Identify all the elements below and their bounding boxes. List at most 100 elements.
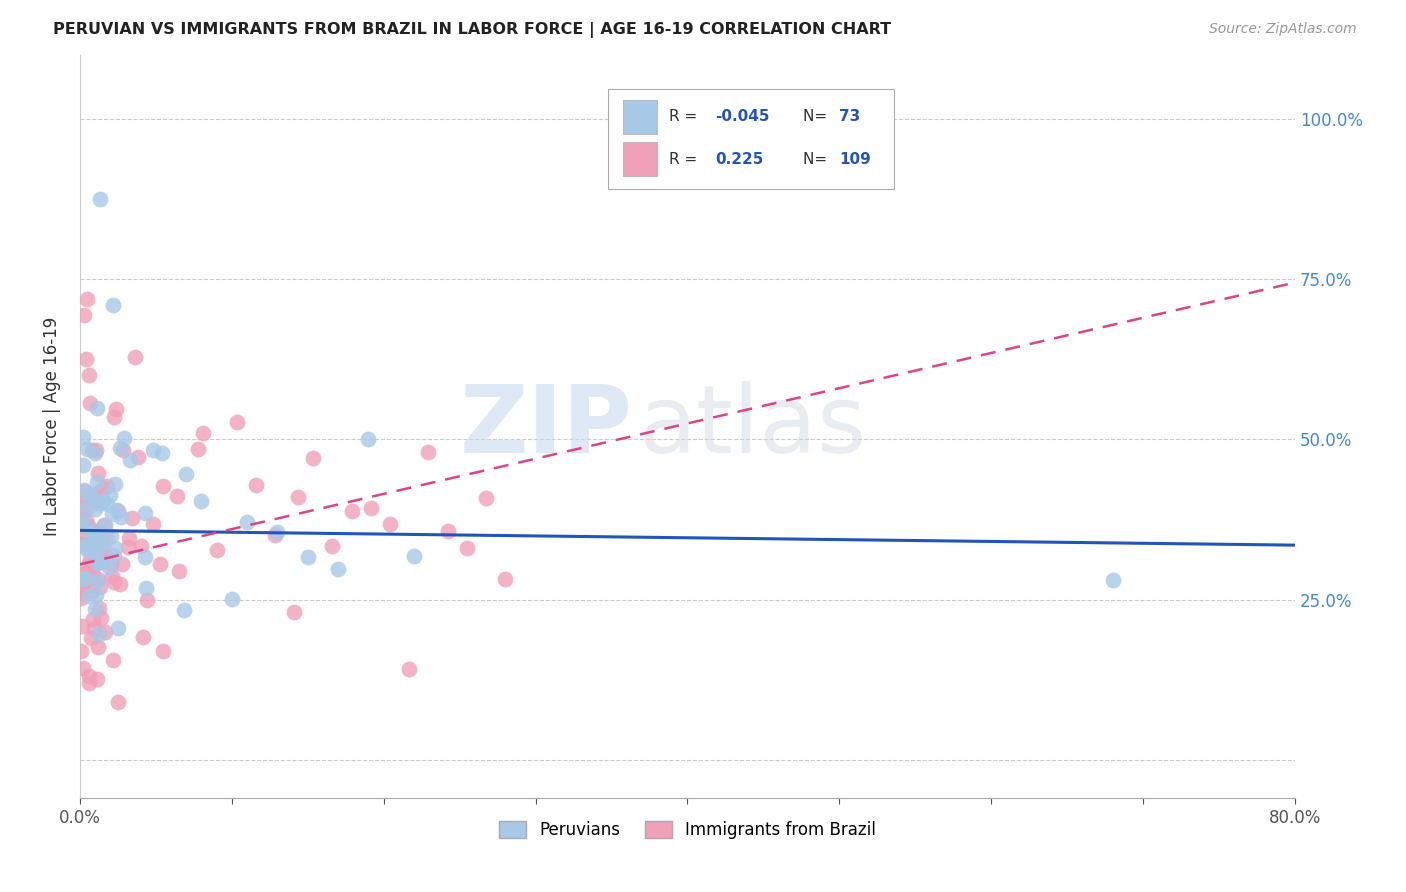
Point	[418, 444, 440, 458]
Point	[80, 527, 103, 541]
Point	[76, 565, 98, 579]
Point	[82, 526, 104, 541]
Point	[86, 475, 108, 489]
Point	[70, 500, 93, 514]
Point	[118, 531, 141, 545]
Point	[77, 543, 100, 558]
Point	[103, 653, 125, 667]
Point	[89, 555, 111, 569]
Text: PERUVIAN VS IMMIGRANTS FROM BRAZIL IN LABOR FORCE | AGE 16-19 CORRELATION CHART: PERUVIAN VS IMMIGRANTS FROM BRAZIL IN LA…	[53, 22, 891, 38]
Point	[105, 401, 128, 416]
Point	[82, 612, 104, 626]
Point	[77, 368, 100, 383]
Point	[86, 556, 108, 570]
Point	[124, 350, 146, 364]
Point	[94, 549, 117, 564]
Point	[79, 396, 101, 410]
Point	[1101, 574, 1123, 588]
Point	[80, 442, 103, 457]
Point	[129, 539, 152, 553]
Point	[70, 537, 93, 551]
Point	[132, 630, 155, 644]
Point	[287, 490, 309, 504]
FancyBboxPatch shape	[623, 143, 657, 176]
Point	[70, 583, 93, 598]
Point	[187, 442, 209, 457]
Point	[84, 557, 107, 571]
Point	[76, 442, 98, 456]
Text: R =: R =	[669, 110, 703, 124]
Point	[83, 446, 105, 460]
Point	[84, 496, 107, 510]
Point	[117, 541, 139, 555]
Point	[221, 592, 243, 607]
Point	[80, 566, 103, 580]
Text: atlas: atlas	[638, 381, 868, 473]
Point	[87, 574, 110, 588]
Point	[84, 490, 107, 504]
Point	[94, 530, 117, 544]
Point	[398, 662, 420, 676]
Point	[73, 308, 96, 322]
Point	[107, 504, 129, 518]
Point	[207, 542, 229, 557]
Point	[80, 523, 103, 537]
Point	[75, 513, 97, 527]
Point	[91, 493, 114, 508]
Point	[98, 560, 121, 574]
Point	[89, 534, 111, 549]
Point	[83, 502, 105, 516]
Point	[75, 352, 97, 367]
Point	[134, 506, 156, 520]
FancyBboxPatch shape	[609, 88, 894, 189]
Point	[89, 539, 111, 553]
Point	[173, 603, 195, 617]
Point	[70, 591, 93, 605]
Point	[475, 491, 498, 506]
Point	[174, 467, 197, 482]
Point	[83, 539, 105, 553]
Point	[83, 548, 105, 562]
Point	[73, 483, 96, 498]
Point	[72, 579, 94, 593]
Point	[134, 549, 156, 564]
Point	[100, 557, 122, 571]
Text: N=: N=	[803, 110, 832, 124]
Point	[136, 593, 159, 607]
Point	[70, 619, 93, 633]
Point	[236, 516, 259, 530]
Point	[86, 485, 108, 500]
Y-axis label: In Labor Force | Age 16-19: In Labor Force | Age 16-19	[44, 317, 60, 536]
Point	[72, 515, 94, 529]
Point	[86, 524, 108, 539]
Point	[77, 675, 100, 690]
Point	[118, 453, 141, 467]
Point	[75, 570, 97, 584]
Point	[89, 580, 111, 594]
Point	[73, 527, 96, 541]
Point	[103, 574, 125, 589]
Point	[402, 549, 425, 563]
Point	[87, 572, 110, 586]
Point	[321, 539, 343, 553]
Point	[93, 541, 115, 556]
Point	[90, 530, 112, 544]
Point	[75, 572, 97, 586]
Point	[127, 450, 149, 465]
Point	[90, 496, 112, 510]
Legend: Peruvians, Immigrants from Brazil: Peruvians, Immigrants from Brazil	[492, 814, 883, 846]
Point	[72, 573, 94, 587]
Point	[70, 507, 93, 521]
Point	[108, 441, 131, 455]
Point	[135, 582, 157, 596]
Point	[340, 504, 363, 518]
FancyBboxPatch shape	[623, 100, 657, 134]
Point	[101, 569, 124, 583]
Point	[101, 508, 124, 522]
Point	[79, 487, 101, 501]
Point	[152, 644, 174, 658]
Point	[84, 602, 107, 616]
Point	[91, 481, 114, 495]
Point	[84, 538, 107, 552]
Point	[82, 544, 104, 558]
